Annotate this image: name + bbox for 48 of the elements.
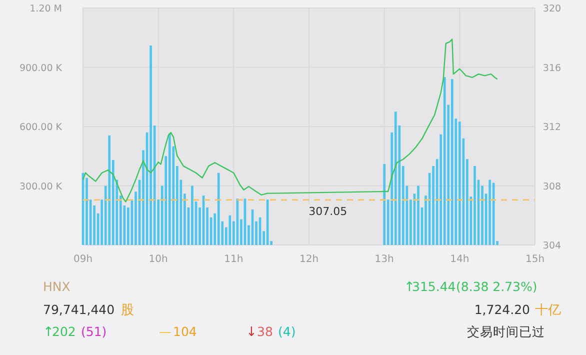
line-series	[82, 38, 498, 202]
bar	[474, 166, 476, 245]
bar	[394, 112, 397, 245]
y2-tick-label: 308	[542, 181, 562, 192]
bar	[458, 122, 461, 245]
text: 十亿	[535, 303, 561, 318]
text: ↑	[43, 325, 54, 340]
bar	[450, 79, 454, 245]
text: ↓	[246, 325, 257, 340]
y2-tick-label: 316	[542, 62, 562, 74]
text: 交易时间已过	[467, 324, 545, 339]
y2-tick-label: 304	[542, 240, 562, 252]
y-tick-label: 600.00 K	[20, 122, 63, 133]
y2-tick-label: 320	[542, 4, 562, 14]
text: 315.44	[412, 279, 456, 294]
ref-line-label: 307.05	[308, 204, 348, 218]
x-tick-label: 12h	[299, 254, 319, 265]
y2-tick-label: 312	[542, 122, 562, 133]
y-tick-label: 900.00 K	[20, 62, 63, 74]
text: —	[159, 324, 172, 339]
text: 38	[257, 324, 273, 339]
y-tick-label: 1.20 M	[30, 4, 62, 14]
bar	[108, 135, 111, 245]
text: 104	[173, 324, 197, 339]
x-tick-label: 15h	[525, 254, 545, 265]
text: 79,741,440	[43, 302, 115, 317]
text: 1,724.20	[474, 302, 530, 317]
text: 202	[52, 324, 76, 339]
x-tick-label: 14h	[450, 254, 470, 265]
x-tick-label: 10h	[148, 254, 168, 265]
bar	[168, 133, 171, 245]
text: HNX	[43, 279, 71, 294]
bar	[228, 215, 232, 245]
text: 股	[121, 303, 134, 318]
bar	[488, 180, 491, 245]
x-tick-label: 09h	[73, 254, 93, 265]
x-tick-label: 13h	[374, 254, 394, 265]
bar	[383, 164, 386, 245]
y-tick-label: 300.00 K	[20, 181, 63, 192]
text: (8.38 2.73%)	[456, 279, 538, 294]
bar	[217, 172, 220, 245]
bar	[191, 186, 194, 245]
text: (51)	[81, 324, 107, 339]
text: (4)	[278, 324, 296, 339]
bar	[150, 46, 152, 245]
bar	[417, 186, 420, 245]
x-tick-label: 11h	[224, 254, 244, 265]
bar	[443, 77, 446, 245]
